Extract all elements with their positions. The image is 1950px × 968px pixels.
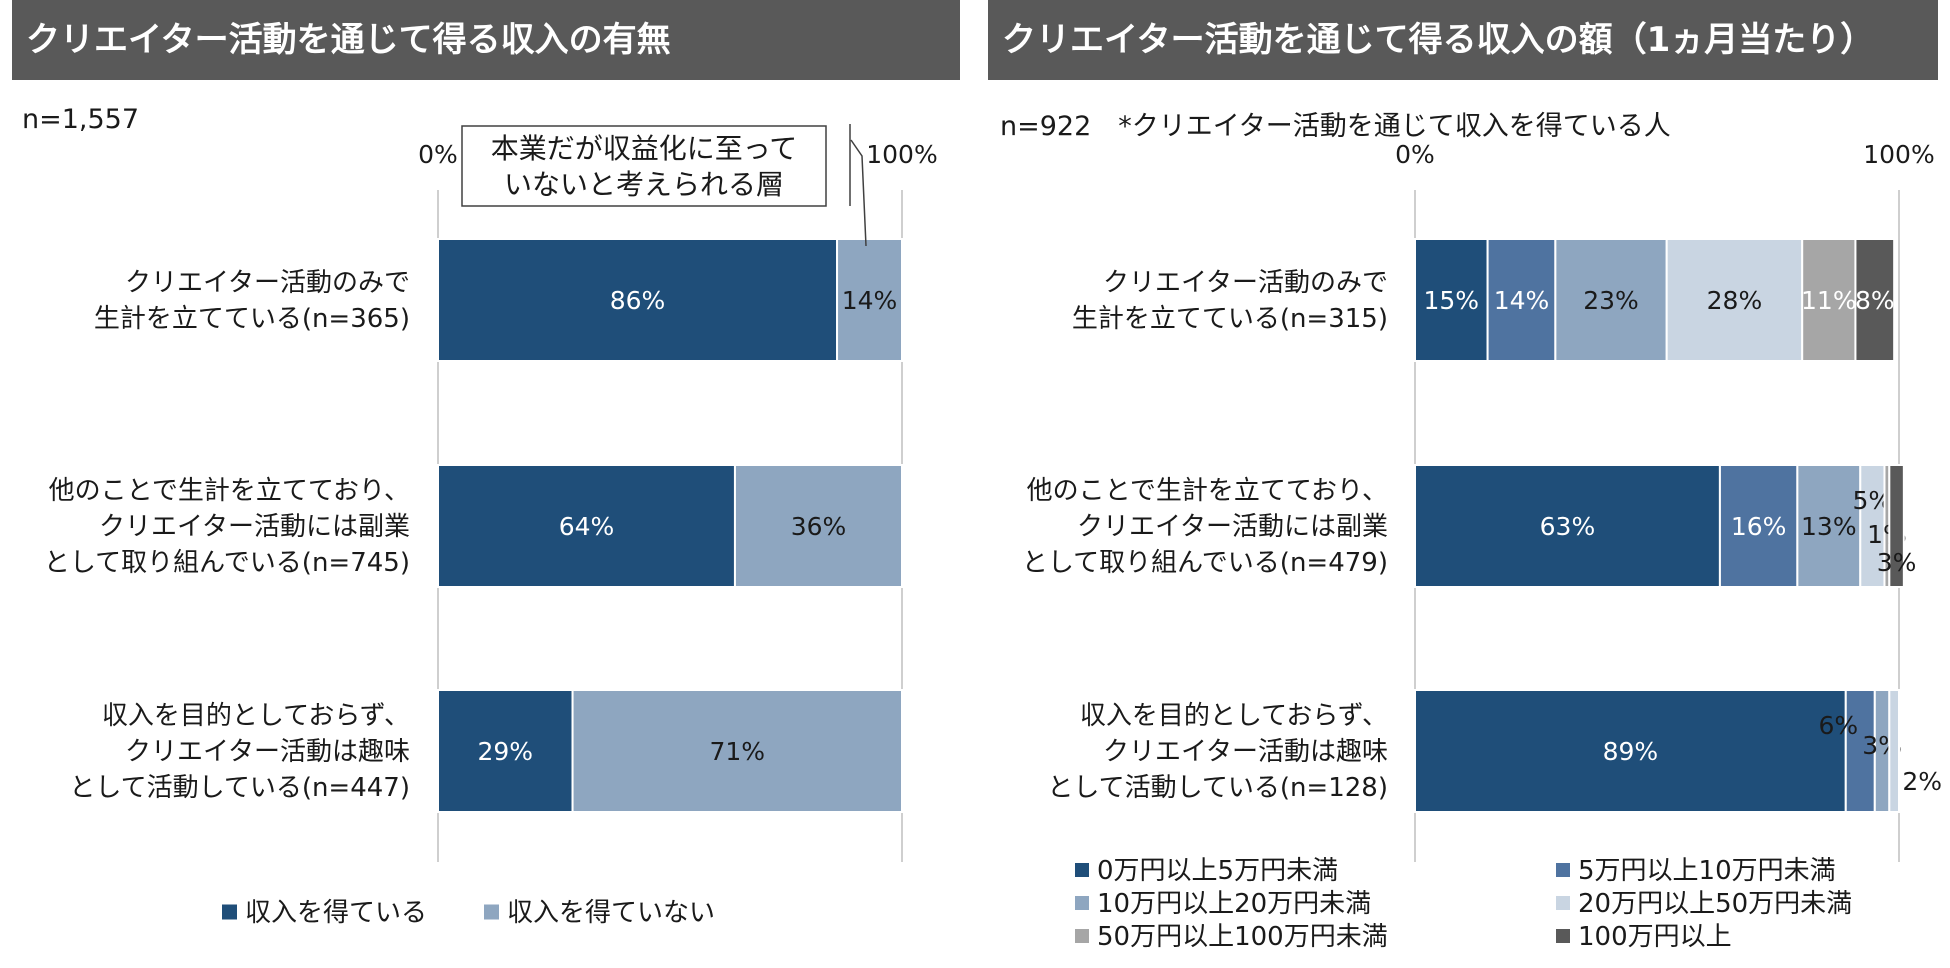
chart0-category-label-0-line0: クリエイター活動のみで xyxy=(125,268,410,298)
chart1-bar-r1-s1 xyxy=(1718,464,1799,588)
chart1-legend-label-5: 100万円以上 xyxy=(1578,922,1732,952)
chart0-bar-r2-s1 xyxy=(571,689,903,813)
chart0-data-label-r1-s0: 64% xyxy=(559,512,615,541)
chart1-bar-r0-s1 xyxy=(1486,238,1557,362)
chart1-bar-r2-s0 xyxy=(1414,689,1847,813)
chart0-tick-label-100: 100% xyxy=(866,140,937,169)
chart1-category-label-1-line2: として取り組んでいる(n=479) xyxy=(1022,548,1388,578)
chart1-category-label-2-line1: クリエイター活動は趣味 xyxy=(1103,737,1388,767)
chart0-category-label-2-line0: 収入を目的としておらず、 xyxy=(102,701,410,731)
chart1-legend-label-0: 0万円以上5万円未満 xyxy=(1097,856,1338,886)
chart1-category-label-1-line1: クリエイター活動には副業 xyxy=(1077,512,1388,542)
chart1-tick-label-100: 100% xyxy=(1863,140,1934,169)
callout-text-line1: いないと考えられる層 xyxy=(504,168,784,201)
chart1-legend-swatch-4 xyxy=(1075,929,1089,943)
chart1-legend-label-2: 10万円以上20万円未満 xyxy=(1097,889,1371,919)
chart1-data-label-r2-s0: 89% xyxy=(1603,737,1659,766)
chart0-data-label-r2-s0: 29% xyxy=(477,737,533,766)
chart1-bar-r1-s2 xyxy=(1796,464,1862,588)
chart1-data-label-r0-s0: 15% xyxy=(1424,286,1480,315)
chart0-legend-swatch-1 xyxy=(484,904,499,920)
chart1-category-label-0-line1: 生計を立てている(n=315) xyxy=(1072,304,1388,334)
chart0-bar-r0-s1 xyxy=(836,238,903,362)
callout-box xyxy=(461,125,827,207)
chart1-data-label-r0-s1: 14% xyxy=(1494,286,1550,315)
chart1-legend-swatch-2 xyxy=(1075,896,1089,910)
chart0-category-label-2-line1: クリエイター活動は趣味 xyxy=(125,737,410,767)
chart1-bar-r1-s0 xyxy=(1414,464,1721,588)
chart0-data-label-r1-s1: 36% xyxy=(791,512,847,541)
left-chart-title: クリエイター活動を通じて得る収入の有無 xyxy=(12,0,960,80)
chart1-category-label-0-line0: クリエイター活動のみで xyxy=(1103,268,1388,298)
chart0-category-label-0-line1: 生計を立てている(n=365) xyxy=(94,304,410,334)
chart1-data-label-r1-s5: 3% xyxy=(1877,548,1917,577)
chart0-data-label-r0-s1: 14% xyxy=(842,286,898,315)
chart1-legend-swatch-0 xyxy=(1075,863,1089,877)
chart1-legend-label-1: 5万円以上10万円未満 xyxy=(1578,856,1836,886)
right-chart-title: クリエイター活動を通じて得る収入の額（1ヵ月当たり） xyxy=(988,0,1938,80)
chart1-data-label-r0-s2: 23% xyxy=(1583,286,1639,315)
chart0-tick-label-0: 0% xyxy=(418,140,458,169)
chart0-legend-label-1: 収入を得ていない xyxy=(507,898,715,928)
chart1-data-label-r1-s1: 16% xyxy=(1731,512,1787,541)
chart1-legend-swatch-5 xyxy=(1556,929,1570,943)
chart0-bar-r0-s0 xyxy=(437,238,839,362)
chart0-legend-swatch-0 xyxy=(222,904,237,920)
chart0-data-label-r0-s0: 86% xyxy=(610,286,666,315)
chart1-bar-r0-s3 xyxy=(1665,238,1804,362)
chart0-category-label-1-line2: として取り組んでいる(n=745) xyxy=(44,548,410,578)
callout-text-line0: 本業だが収益化に至って xyxy=(491,132,798,165)
chart1-legend-label-3: 20万円以上50万円未満 xyxy=(1578,889,1852,919)
chart1-legend-swatch-3 xyxy=(1556,896,1570,910)
chart1-category-label-2-line0: 収入を目的としておらず、 xyxy=(1080,701,1388,731)
chart1-bar-r1-s5 xyxy=(1888,464,1905,588)
chart1-bar-r2-s3 xyxy=(1888,689,1900,813)
chart0-category-label-1-line1: クリエイター活動には副業 xyxy=(99,512,410,542)
chart1-data-label-r2-s1: 6% xyxy=(1818,711,1858,740)
chart1-data-label-r0-s5: 8% xyxy=(1855,286,1895,315)
callout-leader-line xyxy=(850,139,867,247)
chart1-data-label-r0-s3: 28% xyxy=(1707,286,1763,315)
chart0-bar-r1-s0 xyxy=(437,464,736,588)
chart1-tick-label-0: 0% xyxy=(1395,140,1435,169)
chart1-category-label-2-line2: として活動している(n=128) xyxy=(1047,773,1388,803)
chart1-bar-r0-s5 xyxy=(1854,238,1896,362)
chart1-data-label-r1-s2: 13% xyxy=(1801,512,1857,541)
chart1-data-label-r1-s0: 63% xyxy=(1540,512,1596,541)
chart0-category-label-1-line0: 他のことで生計を立てており、 xyxy=(49,476,410,506)
left-sample-size: n=1,557 xyxy=(22,104,140,135)
chart0-category-label-2-line2: として活動している(n=447) xyxy=(69,773,410,803)
chart0-legend-label-0: 収入を得ている xyxy=(245,898,427,928)
chart1-legend-swatch-1 xyxy=(1556,863,1570,877)
chart1-data-label-r0-s4: 11% xyxy=(1801,286,1857,315)
chart1-bar-r2-s1 xyxy=(1844,689,1876,813)
chart1-data-label-r2-s3: 2% xyxy=(1902,767,1942,796)
right-sample-size: n=922 *クリエイター活動を通じて収入を得ている人 xyxy=(1000,111,1671,142)
chart0-bar-r1-s1 xyxy=(733,464,904,588)
chart1-legend-label-4: 50万円以上100万円未満 xyxy=(1097,922,1388,952)
chart0-data-label-r2-s1: 71% xyxy=(709,737,765,766)
chart1-category-label-1-line0: 他のことで生計を立てており、 xyxy=(1027,476,1388,506)
chart1-bar-r0-s0 xyxy=(1414,238,1489,362)
